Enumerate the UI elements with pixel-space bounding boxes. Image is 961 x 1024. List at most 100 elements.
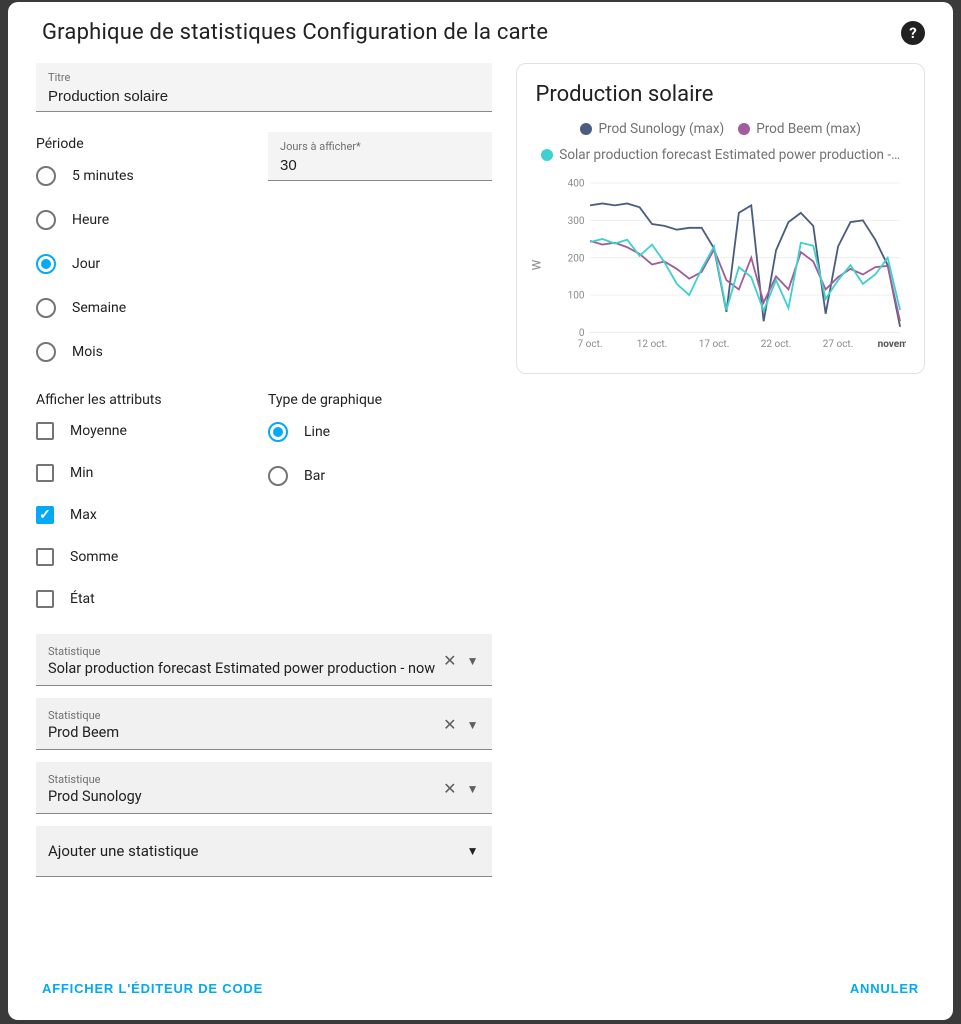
preview-panel: Production solaire Prod Sunology (max)Pr… [508,63,925,961]
y-axis-label: W [530,260,544,271]
radio-icon [268,466,288,486]
option-label: État [70,591,95,607]
title-field[interactable]: Titre [36,63,492,112]
help-icon[interactable]: ? [901,21,925,45]
chevron-down-icon[interactable]: ▼ [465,781,481,797]
radio-icon [36,210,56,230]
dialog-body: Titre Période 5 minutes Heure Jour Semaine M… [8,63,953,961]
svg-text:0: 0 [579,328,585,339]
radio-icon [36,166,56,186]
dialog-header: Graphique de statistiques Configuration … [8,2,953,63]
legend-label: Prod Sunology (max) [598,121,724,137]
stat-label: Statistique [48,773,435,786]
checkbox-icon [36,590,54,608]
svg-text:novembre: novembre [878,339,906,350]
option-label: Bar [304,468,325,484]
config-dialog: Graphique de statistiques Configuration … [8,2,953,1020]
add-statistic[interactable]: Ajouter une statistique ▼ [36,826,492,877]
radio-icon [36,342,56,362]
days-input[interactable] [280,157,480,174]
checkbox-icon [36,464,54,482]
charttype-option-0[interactable]: Line [268,422,492,442]
period-label: Période [36,136,254,152]
attribute-option-1[interactable]: Min [36,464,254,482]
period-option-0[interactable]: 5 minutes [36,166,254,186]
chart-legend: Prod Sunology (max) Prod Beem (max) Solar … [535,121,906,163]
dialog-title: Graphique de statistiques Configuration … [42,20,548,45]
legend-label: Solar production forecast Estimated powe… [559,147,900,163]
svg-text:22 oct.: 22 oct. [761,339,792,350]
days-field[interactable]: Jours à afficher* [268,132,492,181]
option-label: Somme [70,549,118,565]
stat-value: Prod Beem [48,724,435,741]
stat-label: Statistique [48,645,435,658]
title-field-label: Titre [48,71,480,84]
period-option-1[interactable]: Heure [36,210,254,230]
option-label: Line [304,424,330,440]
legend-dot-icon [738,123,750,135]
days-field-label: Jours à afficher* [280,140,480,153]
option-label: Heure [72,212,109,228]
attribute-option-0[interactable]: Moyenne [36,422,254,440]
attributes-label: Afficher les attributs [36,392,254,408]
checkbox-icon [36,506,54,524]
chart-area: W 01002003004007 oct.12 oct.17 oct.22 oc… [535,169,906,361]
legend-dot-icon [580,123,592,135]
cancel-button[interactable]: ANNULER [850,981,919,996]
legend-dot-icon [541,149,553,161]
title-input[interactable] [48,88,480,105]
option-label: Moyenne [70,423,127,439]
charttype-option-1[interactable]: Bar [268,466,492,486]
attribute-option-3[interactable]: Somme [36,548,254,566]
statistic-row-0[interactable]: Statistique Solar production forecast Est… [36,634,492,686]
option-label: Mois [72,344,103,360]
statistic-row-2[interactable]: Statistique Prod Sunology ✕ ▼ [36,762,492,814]
svg-text:7 oct.: 7 oct. [578,339,603,350]
chevron-down-icon[interactable]: ▼ [465,653,481,669]
add-statistic-label: Ajouter une statistique [48,842,199,860]
attribute-option-2[interactable]: Max [36,506,254,524]
svg-text:200: 200 [568,253,585,264]
chevron-down-icon[interactable]: ▼ [465,717,481,733]
dialog-footer: AFFICHER L'ÉDITEUR DE CODE ANNULER [8,961,953,1020]
legend-item-1[interactable]: Prod Beem (max) [738,121,861,137]
close-icon[interactable]: ✕ [441,779,458,799]
svg-text:400: 400 [568,179,585,190]
checkbox-icon [36,548,54,566]
period-option-4[interactable]: Mois [36,342,254,362]
config-form: Titre Période 5 minutes Heure Jour Semaine M… [36,63,508,961]
option-label: 5 minutes [72,168,134,184]
chart-type-options: Line Bar [268,422,492,486]
option-label: Semaine [72,300,126,316]
svg-text:12 oct.: 12 oct. [637,339,668,350]
option-label: Jour [72,256,100,272]
period-option-2[interactable]: Jour [36,254,254,274]
attribute-option-4[interactable]: État [36,590,254,608]
radio-icon [36,298,56,318]
preview-card: Production solaire Prod Sunology (max)Pr… [516,63,925,374]
legend-item-2[interactable]: Solar production forecast Estimated powe… [541,147,900,163]
legend-item-0[interactable]: Prod Sunology (max) [580,121,724,137]
svg-text:100: 100 [568,291,585,302]
show-code-editor-button[interactable]: AFFICHER L'ÉDITEUR DE CODE [42,981,263,996]
legend-label: Prod Beem (max) [756,121,861,137]
chevron-down-icon[interactable]: ▼ [465,843,481,859]
svg-text:300: 300 [568,216,585,227]
attribute-options: Moyenne Min Max Somme État [36,422,254,608]
svg-text:17 oct.: 17 oct. [699,339,730,350]
period-option-3[interactable]: Semaine [36,298,254,318]
radio-icon [268,422,288,442]
statistic-row-1[interactable]: Statistique Prod Beem ✕ ▼ [36,698,492,750]
stat-value: Prod Sunology [48,788,435,805]
stat-label: Statistique [48,709,435,722]
line-chart: 0 100 200 300 400 7 oct. 12 oct. 17 oct. 22 oct.… [559,169,906,361]
preview-title: Production solaire [535,82,906,107]
checkbox-icon [36,422,54,440]
period-options: 5 minutes Heure Jour Semaine Mois [36,166,254,362]
option-label: Min [70,465,93,481]
close-icon[interactable]: ✕ [441,651,458,671]
close-icon[interactable]: ✕ [441,715,458,735]
option-label: Max [70,507,97,523]
stat-value: Solar production forecast Estimated powe… [48,660,435,677]
statistics-list: Statistique Solar production forecast Est… [36,634,492,814]
